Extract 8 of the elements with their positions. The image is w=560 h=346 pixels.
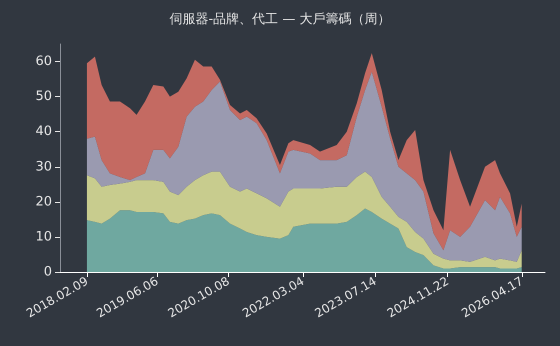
y-tick-label: 10 <box>35 229 52 244</box>
y-tick-label: 30 <box>35 159 52 174</box>
chart-title: 伺服器-品牌、代工 — 大戶籌碼（周） <box>170 12 390 27</box>
y-tick-label: 40 <box>35 124 52 140</box>
y-tick-label: 0 <box>44 264 52 280</box>
y-tick-label: 50 <box>35 89 52 104</box>
y-tick-label: 60 <box>35 54 52 70</box>
y-tick-label: 20 <box>35 194 52 210</box>
